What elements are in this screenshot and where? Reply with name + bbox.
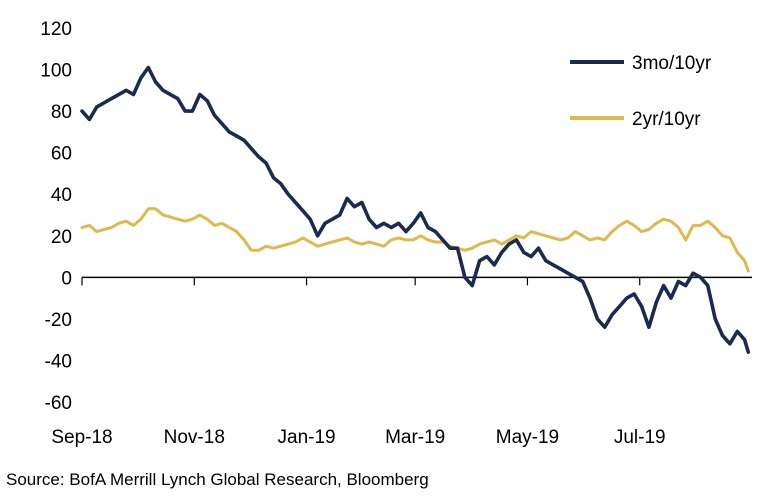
- y-tick-label: 100: [40, 61, 72, 82]
- y-tick-label: 20: [51, 227, 72, 248]
- x-tick-label: Sep-18: [51, 427, 112, 448]
- series-line-3mo-10yr: [80, 65, 751, 354]
- y-tick-label: -60: [45, 393, 72, 414]
- x-tick-label: Jan-19: [278, 427, 336, 448]
- x-tick-label: May-19: [496, 427, 559, 448]
- y-tick-label: -40: [45, 351, 72, 372]
- series-lines: [80, 65, 751, 354]
- y-tick-label: 120: [40, 19, 72, 40]
- x-tick-label: Jul-19: [614, 427, 666, 448]
- legend: 3mo/10yr 2yr/10yr: [570, 53, 712, 130]
- y-tick-label: 60: [51, 144, 72, 165]
- legend-label: 2yr/10yr: [632, 109, 701, 130]
- y-tick-label: 0: [61, 268, 72, 289]
- y-tick-label: 80: [51, 102, 72, 123]
- series-line-2yr-10yr: [80, 207, 750, 273]
- line-chart: 120 100 80 60 40 20 0 -20 -40 -60 Sep-18 Nov-18 Jan…: [40, 19, 752, 448]
- x-tick-label: Nov-18: [164, 427, 225, 448]
- x-axis-ticks: Sep-18 Nov-18 Jan-19 Mar-19 May-19 Jul-19: [51, 277, 666, 448]
- legend-label: 3mo/10yr: [632, 53, 712, 74]
- x-tick-label: Mar-19: [385, 427, 445, 448]
- y-axis-labels: 120 100 80 60 40 20 0 -20 -40 -60: [40, 19, 72, 414]
- y-tick-label: 40: [51, 185, 72, 206]
- source-note: Source: BofA Merrill Lynch Global Resear…: [6, 470, 429, 489]
- y-tick-label: -20: [45, 310, 72, 331]
